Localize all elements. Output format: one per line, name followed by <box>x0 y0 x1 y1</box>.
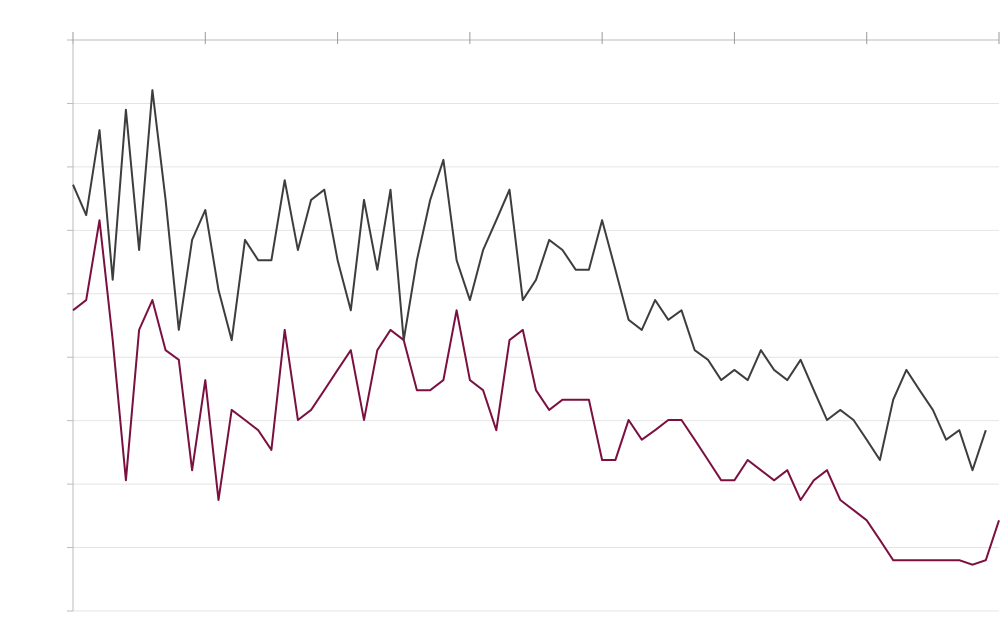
series-line <box>72 89 987 472</box>
series-line <box>72 219 1000 566</box>
